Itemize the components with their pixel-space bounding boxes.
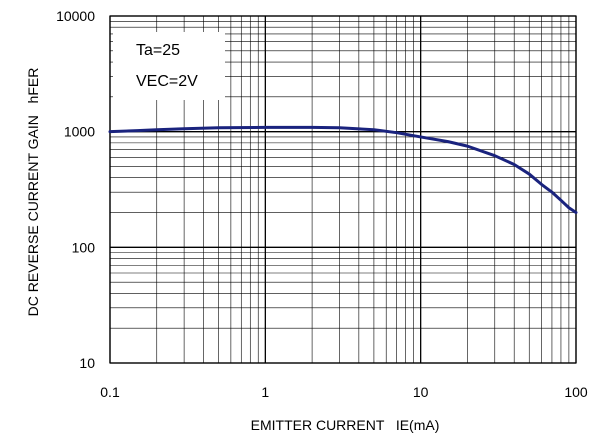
x-tick-labels: 0.1 1 10 100 <box>100 384 588 400</box>
plot-frame <box>109 15 577 364</box>
x-tick-label: 100 <box>564 384 588 400</box>
y-tick-labels: 10 100 1000 10000 <box>56 8 95 371</box>
y-tick-label: 10 <box>79 355 95 371</box>
x-tick-label: 1 <box>261 384 269 400</box>
minor-grid <box>110 16 576 363</box>
annotation-temperature: Ta=25 <box>136 42 180 59</box>
annotation-voltage: VEC=2V <box>136 73 198 90</box>
annotation-box <box>113 32 225 100</box>
x-axis-label: EMITTER CURRENT IE(mA) <box>251 417 440 433</box>
x-tick-label: 0.1 <box>100 384 120 400</box>
y-tick-label: 10000 <box>56 8 95 24</box>
y-axis-label: DC REVERSE CURRENT GAIN hFER <box>25 68 41 317</box>
series-line <box>108 125 578 215</box>
y-tick-label: 100 <box>72 239 96 255</box>
x-tick-label: 10 <box>413 384 429 400</box>
y-tick-label: 1000 <box>64 124 95 140</box>
